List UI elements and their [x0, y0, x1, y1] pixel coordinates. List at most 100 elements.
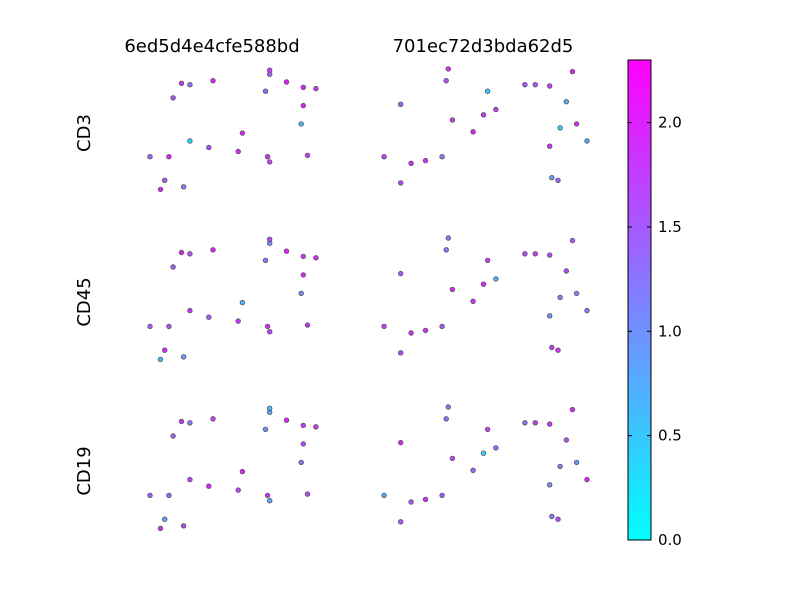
- row-label: CD3: [74, 114, 95, 152]
- data-point: [563, 268, 569, 274]
- data-point: [264, 153, 271, 160]
- colorbar-ticks: 0.0 0.5 1.0 1.5 2.0: [628, 114, 682, 549]
- colorbar-tick-label: 0.0: [658, 531, 682, 549]
- data-point: [563, 437, 569, 443]
- data-point: [267, 329, 273, 335]
- data-point: [445, 235, 451, 241]
- data-point: [445, 66, 451, 72]
- data-point: [187, 251, 193, 257]
- data-point: [304, 491, 311, 497]
- data-point: [267, 405, 273, 411]
- data-point: [262, 257, 269, 264]
- colorbar: [627, 59, 652, 541]
- data-point: [555, 177, 561, 183]
- data-point: [549, 513, 555, 520]
- data-point: [547, 482, 553, 488]
- data-point: [239, 468, 246, 475]
- data-point: [439, 323, 445, 330]
- data-point: [304, 152, 311, 159]
- data-point: [298, 290, 304, 297]
- data-point: [555, 516, 561, 522]
- data-point: [547, 313, 553, 319]
- data-point: [264, 323, 271, 330]
- data-point: [493, 445, 499, 451]
- data-point: [549, 344, 555, 351]
- data-point: [522, 81, 528, 88]
- data-point: [573, 121, 580, 127]
- data-point: [480, 281, 487, 287]
- data-point: [178, 249, 185, 256]
- data-point: [313, 255, 319, 261]
- data-point: [449, 117, 456, 123]
- data-point: [549, 174, 555, 181]
- data-point: [206, 483, 212, 489]
- data-point: [157, 525, 164, 532]
- data-point: [178, 80, 185, 86]
- data-point: [555, 347, 561, 353]
- data-point: [267, 159, 273, 165]
- data-point: [557, 463, 563, 470]
- data-point: [235, 318, 241, 324]
- data-point: [547, 143, 553, 149]
- data-point: [398, 350, 404, 356]
- data-point: [547, 83, 553, 89]
- data-point: [267, 67, 273, 73]
- data-point: [422, 157, 429, 164]
- data-point: [532, 81, 538, 88]
- data-point: [470, 129, 476, 135]
- data-point: [166, 323, 172, 330]
- data-point: [470, 467, 476, 473]
- data-point: [313, 424, 319, 430]
- data-point: [283, 79, 290, 85]
- data-point: [166, 153, 172, 160]
- data-point: [422, 496, 429, 503]
- data-point: [187, 138, 193, 144]
- column-title: 701ec72d3bda62d5: [393, 36, 574, 57]
- data-point: [381, 153, 387, 160]
- data-point: [161, 516, 168, 522]
- data-point: [147, 153, 153, 160]
- data-point: [300, 253, 306, 260]
- data-point: [147, 323, 153, 330]
- data-point: [532, 420, 538, 426]
- data-point: [563, 98, 569, 105]
- data-point: [161, 347, 168, 353]
- data-point: [547, 421, 553, 427]
- data-point: [210, 77, 216, 84]
- data-point: [449, 455, 456, 462]
- data-point: [470, 298, 476, 304]
- data-point: [283, 417, 290, 423]
- data-point: [157, 186, 164, 193]
- data-point: [210, 416, 216, 422]
- data-point: [180, 354, 187, 360]
- data-point: [584, 476, 590, 483]
- data-point: [398, 519, 404, 525]
- data-point: [313, 85, 319, 92]
- data-point: [235, 487, 241, 493]
- data-point: [480, 450, 487, 456]
- data-point: [206, 314, 212, 320]
- data-point: [267, 236, 273, 242]
- data-point: [187, 420, 193, 426]
- colorbar-tick-label: 0.5: [658, 427, 682, 445]
- data-point: [304, 322, 311, 328]
- data-point: [439, 492, 445, 499]
- data-point: [443, 247, 449, 253]
- data-point: [422, 327, 429, 334]
- data-point: [206, 144, 212, 151]
- data-point: [157, 356, 164, 363]
- data-point: [532, 251, 538, 257]
- data-point: [239, 130, 246, 136]
- data-point: [445, 404, 451, 410]
- data-point: [522, 251, 528, 257]
- data-point: [439, 153, 445, 160]
- data-point: [398, 101, 404, 107]
- data-point: [381, 323, 387, 330]
- data-point: [161, 177, 168, 183]
- data-point: [283, 248, 290, 254]
- data-point: [180, 523, 187, 529]
- data-point: [262, 88, 269, 94]
- colorbar-tick-label: 1.5: [658, 218, 682, 236]
- data-point: [557, 294, 563, 301]
